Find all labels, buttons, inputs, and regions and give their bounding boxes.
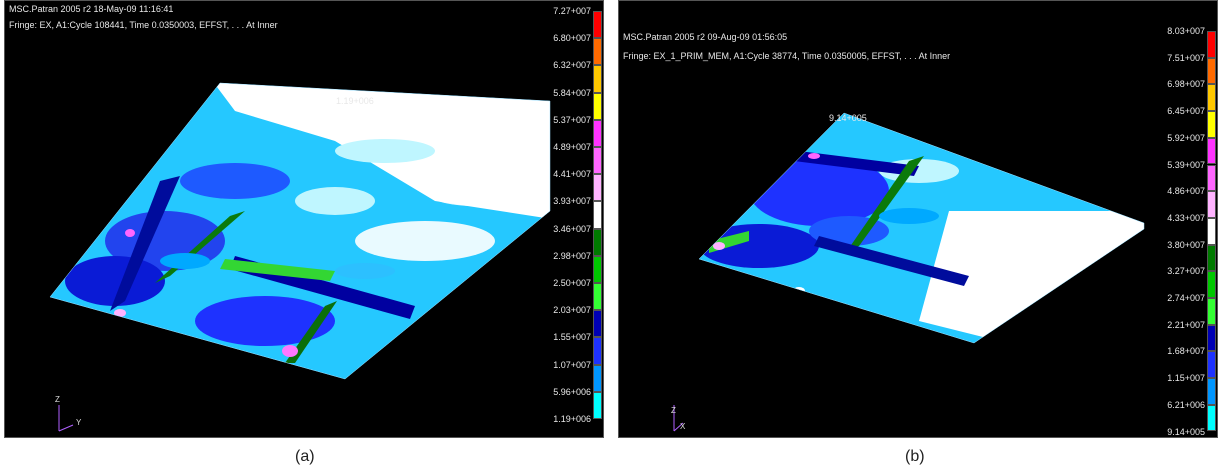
caption-a: (a) [295,448,315,465]
legend-value-label: 9.14+005 [1167,426,1205,437]
legend-value-label: 4.89+007 [553,142,591,152]
legend-color-swatch [1207,137,1216,165]
legend-color-swatch [593,174,602,202]
color-legend-a: 7.27+007 6.80+007 6.32+007 5.84+007 5.37+007… [541,1,603,437]
legend-color-swatch [593,337,602,365]
legend-value-label: 5.37+007 [553,114,591,125]
legend-color-swatch [593,92,602,120]
legend-value-label: 3.46+007 [553,223,591,234]
stress-contour-plate-b [673,112,1145,432]
legend-value-label: 6.45+007 [1167,106,1205,117]
axis-label-z: Z [55,395,60,404]
legend-value-label: 4.41+007 [553,169,591,180]
axis-label-z: Z [671,406,676,415]
legend-color-swatch [1207,244,1216,272]
fringe-plot-panel-a: MSC.Patran 2005 r2 18-May-09 11:16:41 Fr… [4,0,604,438]
legend-color-swatch [593,228,602,256]
legend-color-swatch [593,310,602,338]
legend-value-label: 8.03+007 [1167,26,1205,36]
legend-value-label: 3.80+007 [1167,239,1205,250]
legend-value-label: 3.27+007 [1167,266,1205,277]
legend-color-swatch [1207,351,1216,379]
legend-color-swatch [1207,404,1216,432]
legend-value-label: 2.98+007 [553,250,591,261]
legend-color-swatch [1207,191,1216,218]
legend-color-swatch [593,364,602,392]
legend-color-swatch [593,65,602,93]
caption-b: (b) [905,448,925,465]
legend-value-label: 6.98+007 [1167,79,1205,90]
peak-value-label: 9.14+005 [829,113,867,123]
legend-value-label: 6.32+007 [553,60,591,71]
legend-value-label: 1.19+006 [553,414,591,424]
legend-color-swatch [1207,84,1216,112]
legend-color-swatch [593,391,602,419]
legend-value-label: 4.86+007 [1167,186,1205,197]
axis-label-y: Y [76,418,82,427]
legend-value-label: 2.21+007 [1167,319,1205,330]
legend-color-swatch [1207,57,1216,85]
header-software-timestamp: MSC.Patran 2005 r2 09-Aug-09 01:56:05 [623,32,788,42]
legend-value-label: 5.92+007 [1167,132,1205,143]
header-fringe-description: Fringe: EX, A1:Cycle 108441, Time 0.0350… [9,20,278,30]
stress-contour-plate-a [49,82,551,432]
legend-color-swatch [1207,271,1216,298]
legend-value-label: 2.74+007 [1167,293,1205,303]
legend-color-swatch [593,255,602,283]
legend-value-label: 1.55+007 [553,332,591,343]
legend-value-label: 4.33+007 [1167,212,1205,223]
axis-triad-b [673,405,684,432]
legend-color-swatch [593,283,602,311]
header-software-timestamp: MSC.Patran 2005 r2 18-May-09 11:16:41 [9,4,174,14]
axis-label-x: X [680,422,686,431]
color-legend-b: 8.03+007 7.51+007 6.98+007 6.45+007 5.92+007… [1155,1,1217,437]
legend-color-swatch [593,11,602,39]
legend-color-swatch [1207,31,1216,58]
legend-value-label: 7.27+007 [553,6,591,16]
legend-value-label: 6.80+007 [553,33,591,44]
legend-color-swatch [1207,217,1216,245]
legend-color-swatch [593,147,602,175]
header-fringe-description: Fringe: EX_1_PRIM_MEM, A1:Cycle 38774, T… [623,51,951,61]
legend-color-swatch [1207,378,1216,405]
legend-color-swatch [593,38,602,66]
legend-color-swatch [1207,298,1216,325]
legend-value-label: 5.96+006 [553,386,591,397]
legend-value-label: 2.03+007 [553,305,591,316]
legend-color-swatch [1207,164,1216,192]
fringe-plot-panel-b: MSC.Patran 2005 r2 09-Aug-09 01:56:05 Fr… [618,0,1218,438]
legend-color-swatch [593,201,602,229]
legend-value-label: 2.50+007 [553,278,591,288]
axis-triad-a [58,405,74,432]
legend-value-label: 1.68+007 [1167,346,1205,357]
legend-value-label: 3.93+007 [553,196,591,207]
peak-value-label: 1.19+006 [336,96,374,106]
legend-value-label: 1.07+007 [553,359,591,370]
legend-value-label: 1.15+007 [1167,373,1205,384]
legend-color-swatch [1207,324,1216,352]
legend-value-label: 6.21+006 [1167,399,1205,410]
legend-value-label: 5.39+007 [1167,159,1205,170]
legend-color-swatch [1207,111,1216,138]
legend-value-label: 7.51+007 [1167,52,1205,63]
legend-value-label: 5.84+007 [553,87,591,98]
legend-color-swatch [593,119,602,147]
